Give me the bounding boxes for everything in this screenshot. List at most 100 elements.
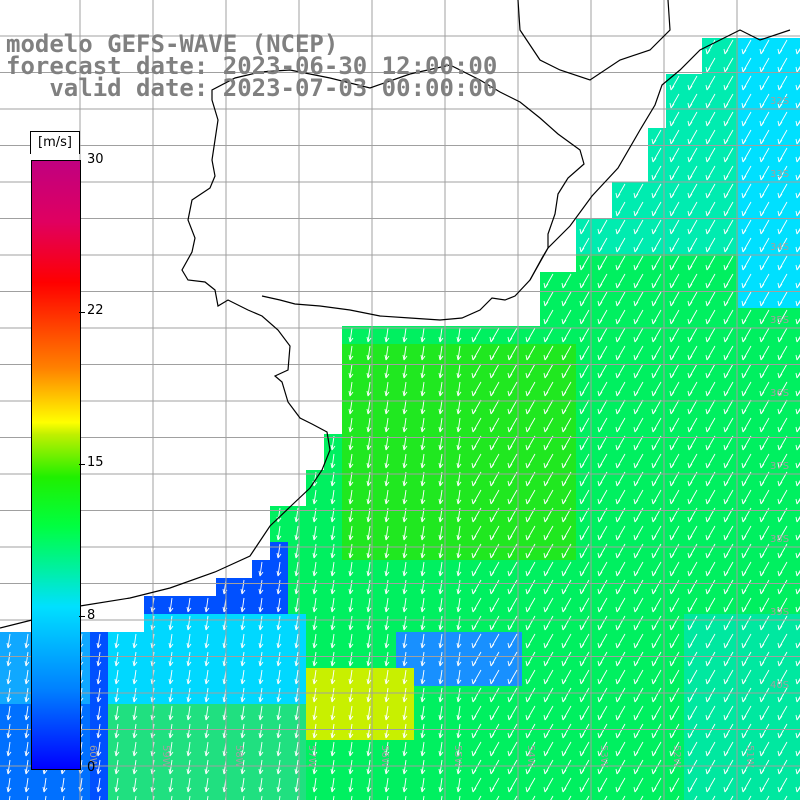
wind-cell xyxy=(666,650,685,669)
wind-cell xyxy=(594,596,613,615)
wind-arrow xyxy=(6,777,12,793)
wind-cell xyxy=(756,650,775,669)
wind-cell xyxy=(270,524,289,543)
wind-cell xyxy=(450,326,469,345)
wind-arrow xyxy=(402,579,408,595)
wind-cell xyxy=(126,722,145,741)
wind-arrow xyxy=(60,777,66,793)
wind-cell xyxy=(252,704,271,723)
wind-arrow xyxy=(96,741,102,757)
wind-arrow xyxy=(579,525,590,541)
wind-arrow xyxy=(420,363,426,379)
wind-cell xyxy=(306,632,325,651)
wind-cell xyxy=(666,308,685,327)
wind-arrow xyxy=(330,543,336,559)
wind-cell xyxy=(792,632,800,651)
wind-arrow xyxy=(402,327,408,343)
wind-arrow xyxy=(723,435,734,451)
wind-arrow xyxy=(543,633,554,649)
wind-arrow xyxy=(330,579,336,595)
wind-arrow xyxy=(420,723,426,739)
wind-arrow xyxy=(420,543,426,559)
wind-arrow xyxy=(348,741,354,757)
wind-cell xyxy=(792,794,800,804)
wind-cell xyxy=(522,488,541,507)
wind-arrow xyxy=(507,435,518,451)
wind-arrow xyxy=(633,651,644,667)
wind-arrow xyxy=(402,561,408,577)
wind-cell xyxy=(378,452,397,471)
wind-arrow xyxy=(777,165,788,181)
wind-cell xyxy=(360,722,379,741)
wind-cell xyxy=(270,758,289,777)
wind-cell xyxy=(594,686,613,705)
wind-arrow xyxy=(96,651,102,667)
wind-cell xyxy=(522,524,541,543)
wind-arrow xyxy=(312,543,318,559)
wind-arrow xyxy=(186,651,192,667)
wind-arrow xyxy=(168,777,174,793)
wind-cell xyxy=(738,794,757,804)
wind-arrow xyxy=(723,273,734,289)
wind-cell xyxy=(666,110,685,129)
wind-arrow xyxy=(777,183,788,199)
wind-arrow xyxy=(687,723,698,739)
wind-arrow xyxy=(669,579,680,595)
wind-arrow xyxy=(258,687,264,703)
wind-cell xyxy=(558,704,577,723)
wind-cell xyxy=(396,344,415,363)
wind-arrow xyxy=(741,327,752,343)
wind-cell xyxy=(504,758,523,777)
wind-cell xyxy=(396,452,415,471)
lon-label: 51W xyxy=(744,745,755,768)
wind-cell xyxy=(630,452,649,471)
wind-arrow xyxy=(276,651,282,667)
wind-arrow xyxy=(543,273,554,289)
wind-arrow xyxy=(651,129,662,145)
wind-cell xyxy=(720,254,739,273)
wind-arrow xyxy=(597,777,608,793)
wind-arrow xyxy=(777,615,788,631)
lon-label: 58W xyxy=(233,745,244,768)
wind-arrow xyxy=(705,381,716,397)
wind-cell xyxy=(432,776,451,795)
wind-cell xyxy=(306,524,325,543)
wind-cell xyxy=(468,614,487,633)
wind-arrow xyxy=(366,561,372,577)
wind-arrow xyxy=(471,381,482,397)
wind-cell xyxy=(288,776,307,795)
wind-arrow xyxy=(579,543,590,559)
wind-arrow xyxy=(384,579,390,595)
wind-cell xyxy=(540,596,559,615)
wind-cell xyxy=(450,704,469,723)
wind-arrow xyxy=(633,363,644,379)
wind-arrow xyxy=(489,453,500,469)
wind-cell xyxy=(612,668,631,687)
wind-arrow xyxy=(669,345,680,361)
wind-arrow xyxy=(330,561,336,577)
wind-arrow xyxy=(204,669,210,685)
wind-cell xyxy=(108,704,127,723)
wind-cell xyxy=(162,686,181,705)
lon-label: 53W xyxy=(598,745,609,768)
wind-cell xyxy=(684,110,703,129)
wind-arrow xyxy=(741,201,752,217)
wind-cell xyxy=(486,632,505,651)
wind-cell xyxy=(738,290,757,309)
wind-cell xyxy=(360,380,379,399)
wind-arrow xyxy=(258,579,264,595)
wind-arrow xyxy=(633,597,644,613)
wind-cell xyxy=(432,686,451,705)
wind-arrow xyxy=(777,399,788,415)
wind-arrow xyxy=(615,273,626,289)
wind-cell xyxy=(702,542,721,561)
wind-cell xyxy=(702,128,721,147)
wind-arrow xyxy=(723,201,734,217)
wind-arrow xyxy=(651,381,662,397)
wind-arrow xyxy=(777,489,788,505)
wind-cell xyxy=(576,740,595,759)
wind-cell xyxy=(702,578,721,597)
wind-cell xyxy=(792,668,800,687)
wind-cell xyxy=(324,452,343,471)
wind-cell xyxy=(630,290,649,309)
